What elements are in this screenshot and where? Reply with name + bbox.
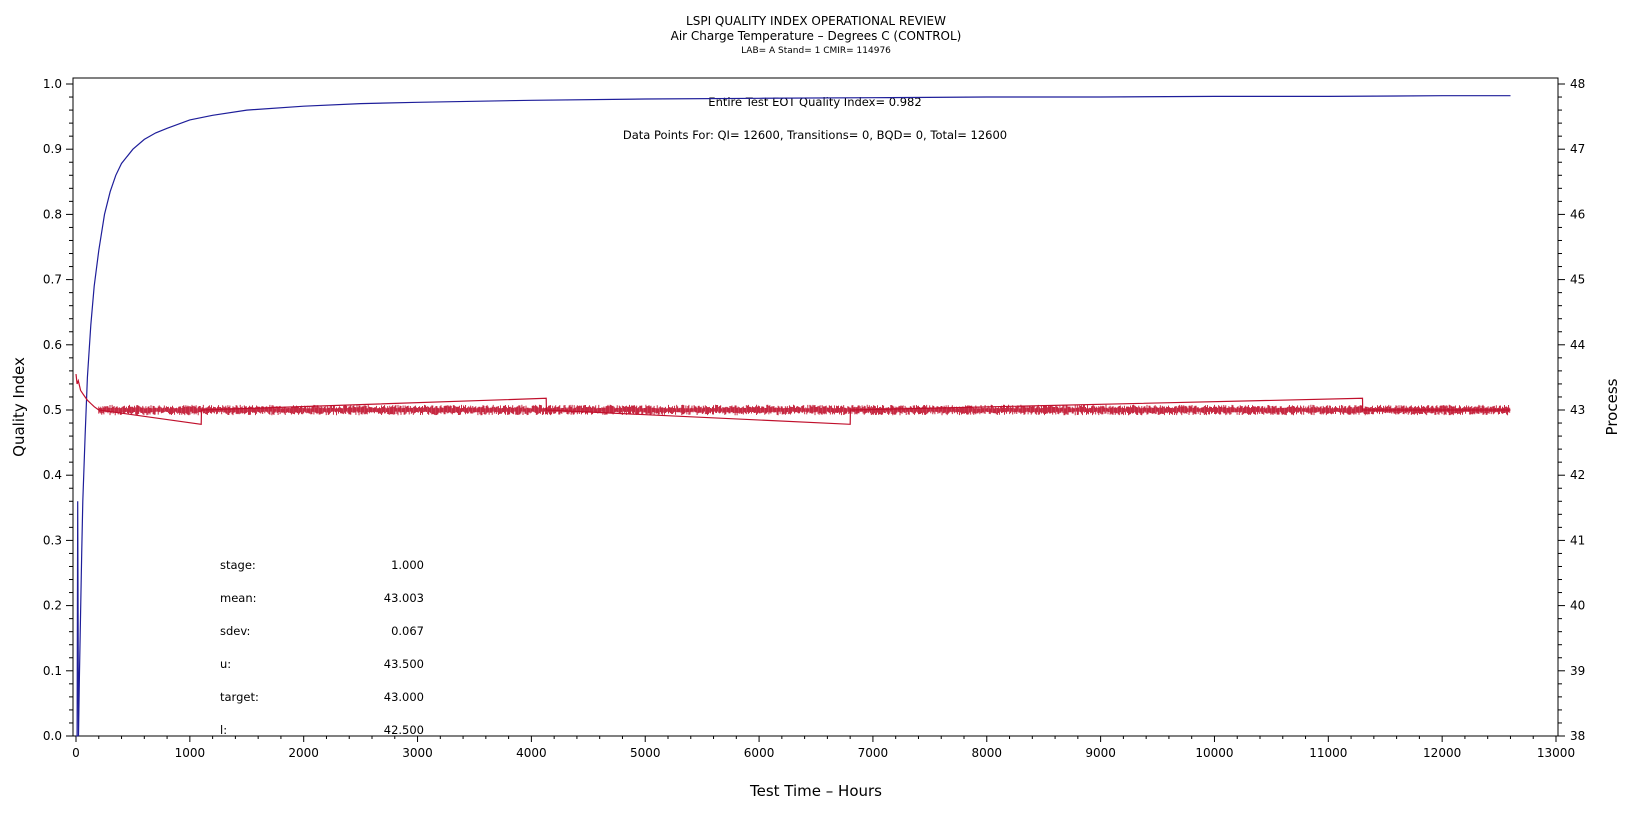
x-tick-label: 4000: [516, 746, 547, 760]
stat-value: 43.500: [384, 657, 424, 671]
x-tick-label: 9000: [1085, 746, 1116, 760]
x-tick-label: 12000: [1423, 746, 1461, 760]
stat-label: l:: [220, 723, 227, 737]
y-tick-label: 0.8: [43, 207, 62, 221]
stat-label: target:: [220, 690, 259, 704]
x-tick-label: 11000: [1309, 746, 1347, 760]
y-tick-label: 0.1: [43, 664, 62, 678]
y-tick-label: 0.6: [43, 338, 62, 352]
y2-axis-ticks: 38 39 40 41 42 43 44 45 46 47 48: [1558, 77, 1585, 743]
x-axis-label: Test Time – Hours: [749, 782, 882, 800]
y-tick-label: 0.2: [43, 599, 62, 613]
x-tick-label: 5000: [630, 746, 661, 760]
data-points-annotation: Data Points For: QI= 12600, Transitions=…: [623, 128, 1007, 142]
chart-subtitle: Air Charge Temperature – Degrees C (CONT…: [671, 29, 962, 43]
y-tick-label: 0.3: [43, 533, 62, 547]
x-tick-label: 3000: [402, 746, 433, 760]
chart-subtitle-small: LAB= A Stand= 1 CMIR= 114976: [741, 46, 891, 56]
y2-tick-label: 40: [1570, 599, 1585, 613]
stat-value: 0.067: [391, 624, 424, 638]
stat-label: mean:: [220, 591, 257, 605]
x-axis-ticks: 0 1000 2000 3000 4000 5000 6000 7000 8000 9000 100…: [72, 736, 1575, 760]
stat-label: sdev:: [220, 624, 250, 638]
x-tick-label: 6000: [744, 746, 775, 760]
y-tick-label: 0.0: [43, 729, 62, 743]
series-layer: [75, 95, 1511, 737]
stats-block: stage: 1.000 mean: 43.003 sdev: 0.067 u: 43.500…: [220, 558, 424, 737]
y2-tick-label: 41: [1570, 533, 1585, 547]
y-tick-label: 0.5: [43, 403, 62, 417]
x-tick-label: 7000: [858, 746, 889, 760]
stat-value: 43.000: [384, 690, 424, 704]
y2-tick-label: 44: [1570, 338, 1585, 352]
stat-value: 43.003: [384, 591, 424, 605]
x-tick-label: 1000: [175, 746, 206, 760]
y-tick-label: 0.4: [43, 468, 62, 482]
y2-tick-label: 46: [1570, 207, 1585, 221]
x-tick-label: 10000: [1195, 746, 1233, 760]
y2-tick-label: 43: [1570, 403, 1585, 417]
y-tick-label: 0.9: [43, 142, 62, 156]
x-tick-label: 8000: [971, 746, 1002, 760]
y-tick-label: 1.0: [43, 77, 62, 91]
chart-title: LSPI QUALITY INDEX OPERATIONAL REVIEW: [686, 14, 946, 28]
y-axis-label: Quality Index: [10, 357, 28, 457]
y2-tick-label: 42: [1570, 468, 1585, 482]
stat-value: 1.000: [391, 558, 424, 572]
stat-label: u:: [220, 657, 231, 671]
stat-label: stage:: [220, 558, 256, 572]
stat-value: 42.500: [384, 723, 424, 737]
x-tick-label: 0: [72, 746, 80, 760]
x-tick-label: 13000: [1537, 746, 1575, 760]
y2-tick-label: 45: [1570, 273, 1585, 287]
series-line-2: [75, 374, 1511, 425]
series-line-1: [76, 95, 1511, 737]
plot-frame: [72, 77, 1559, 737]
y2-axis-label: Process: [1603, 378, 1621, 435]
y-tick-label: 0.7: [43, 273, 62, 287]
y2-tick-label: 48: [1570, 77, 1585, 91]
y2-tick-label: 38: [1570, 729, 1585, 743]
y2-tick-label: 39: [1570, 664, 1585, 678]
y-axis-ticks: 0.0 0.1 0.2 0.3 0.4 0.5 0.6 0.7 0.8 0.9 1.0: [43, 77, 73, 743]
x-tick-label: 2000: [288, 746, 319, 760]
y2-tick-label: 47: [1570, 142, 1585, 156]
